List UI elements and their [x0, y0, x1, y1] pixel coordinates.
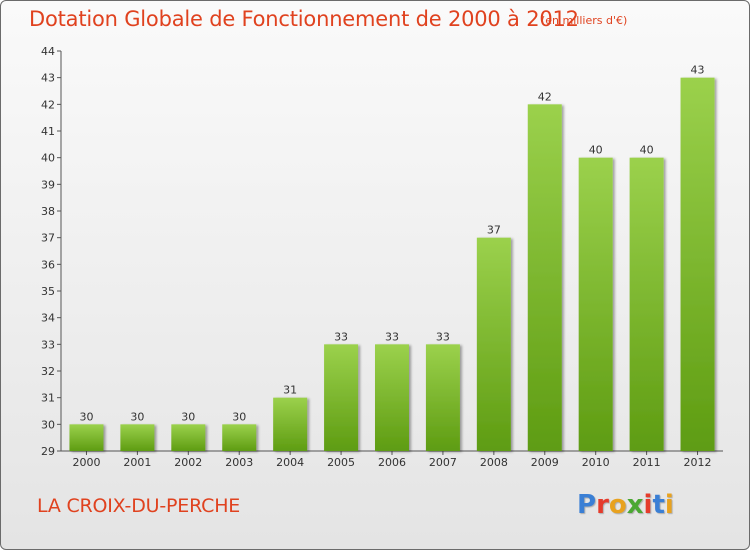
- bar-2000: [69, 424, 104, 451]
- bar-2005: [324, 344, 359, 451]
- logo-letter: r: [596, 490, 609, 520]
- y-tick-label: 41: [41, 125, 55, 138]
- bar-2010: [578, 157, 613, 451]
- value-label-2003: 30: [232, 410, 246, 423]
- logo-letter: o: [608, 490, 627, 520]
- value-label-2004: 31: [283, 384, 297, 397]
- y-tick-label: 44: [41, 45, 55, 58]
- x-tick-label-2005: 2005: [327, 456, 355, 469]
- x-tick-label-2004: 2004: [276, 456, 304, 469]
- x-tick-label-2006: 2006: [378, 456, 406, 469]
- chart-subtitle: (en milliers d'€): [541, 14, 628, 27]
- bar-2007: [425, 344, 460, 451]
- bar-2008: [476, 237, 511, 451]
- bar-2009: [527, 104, 562, 451]
- bar-2004: [273, 397, 308, 451]
- x-tick-label-2012: 2012: [684, 456, 712, 469]
- bar-2002: [171, 424, 206, 451]
- logo-letter: t: [652, 490, 665, 520]
- y-tick-label: 40: [41, 152, 55, 165]
- value-label-2006: 33: [385, 330, 399, 343]
- chart-bars: [69, 77, 715, 452]
- x-tick-label-2008: 2008: [480, 456, 508, 469]
- chart-axes: 29 30 31 32 33 34 35 36 37 38 39 40 41 42 43 44: [41, 45, 723, 458]
- value-label-2010: 40: [589, 144, 603, 157]
- value-label-2008: 37: [487, 224, 501, 237]
- bar-2003: [222, 424, 257, 451]
- value-label-2005: 33: [334, 330, 348, 343]
- value-label-2000: 30: [79, 410, 93, 423]
- value-label-2009: 42: [538, 90, 552, 103]
- logo-letter: P: [577, 490, 597, 520]
- logo-letter: i: [643, 490, 653, 520]
- value-label-2012: 43: [691, 64, 705, 77]
- y-tick-label: 29: [41, 445, 55, 458]
- y-tick-label: 39: [41, 178, 55, 191]
- y-tick-label: 35: [41, 285, 55, 298]
- chart-title: Dotation Globale de Fonctionnement de 20…: [29, 7, 579, 31]
- value-label-2001: 30: [130, 410, 144, 423]
- bar-2012: [680, 77, 715, 452]
- y-tick-label: 30: [41, 418, 55, 431]
- y-tick-label: 38: [41, 205, 55, 218]
- y-tick-label: 43: [41, 72, 55, 85]
- y-tick-label: 42: [41, 98, 55, 111]
- logo-letter: x: [626, 490, 644, 520]
- x-tick-label-2007: 2007: [429, 456, 457, 469]
- bar-2001: [120, 424, 155, 451]
- x-tick-label-2009: 2009: [531, 456, 559, 469]
- y-tick-label: 34: [41, 312, 55, 325]
- y-tick-label: 33: [41, 338, 55, 351]
- x-tick-label-2001: 2001: [123, 456, 151, 469]
- y-tick-label: 31: [41, 392, 55, 405]
- logo-letter: i: [664, 490, 674, 520]
- y-tick-label: 36: [41, 258, 55, 271]
- x-tick-label-2002: 2002: [174, 456, 202, 469]
- value-label-2002: 30: [181, 410, 195, 423]
- value-label-2007: 33: [436, 330, 450, 343]
- x-tick-label-2000: 2000: [72, 456, 100, 469]
- x-tick-label-2011: 2011: [633, 456, 661, 469]
- chart-labels: 30 2000 30 2001 30 2002 30 2003 31 2004 33 2005 33 20…: [72, 64, 711, 469]
- proxiti-logo[interactable]: Proxiti: [577, 490, 674, 520]
- bar-2006: [375, 344, 409, 451]
- y-tick-label: 32: [41, 365, 55, 378]
- y-tick-label: 37: [41, 232, 55, 245]
- value-label-2011: 40: [640, 144, 654, 157]
- x-tick-label-2010: 2010: [582, 456, 610, 469]
- bar-2011: [629, 157, 664, 451]
- x-tick-label-2003: 2003: [225, 456, 253, 469]
- commune-name: LA CROIX-DU-PERCHE: [37, 495, 241, 517]
